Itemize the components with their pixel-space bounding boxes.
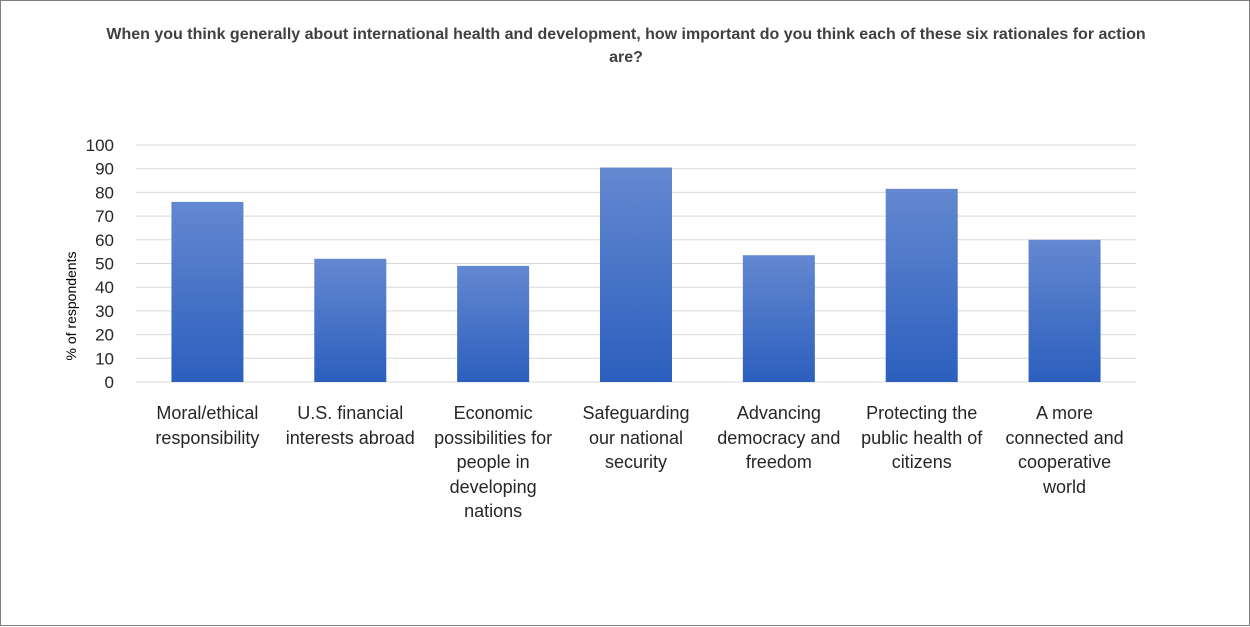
- y-tick-label: 50: [95, 255, 114, 274]
- y-tick-label: 60: [95, 231, 114, 250]
- x-category-label: Advancing democracy and freedom: [717, 403, 841, 472]
- y-axis-ticks: 0 10 20 30 40 50 60 70 80 90 100: [86, 136, 114, 392]
- bar: [885, 188, 958, 382]
- bar: [600, 167, 672, 382]
- y-tick-label: 90: [95, 160, 114, 179]
- y-axis-label: % of respondents: [63, 252, 79, 361]
- bars: [171, 167, 1101, 382]
- x-category-label: Economic possibilities for people in dev…: [434, 403, 553, 521]
- y-tick-label: 70: [95, 207, 114, 226]
- y-tick-label: 0: [105, 373, 114, 392]
- y-tick-label: 80: [95, 183, 114, 202]
- y-tick-label: 100: [86, 136, 114, 155]
- x-category-label: Protecting the public health of citizens: [861, 403, 983, 472]
- chart-title: When you think generally about internati…: [106, 26, 1146, 66]
- y-tick-label: 40: [95, 278, 114, 297]
- y-tick-label: 30: [95, 302, 114, 321]
- bar: [314, 258, 387, 382]
- x-category-label: A more connected and cooperative world: [1005, 403, 1124, 497]
- y-tick-label: 20: [95, 326, 114, 345]
- x-category-label: Moral/ethical responsibility: [155, 403, 260, 448]
- bar: [742, 255, 815, 382]
- x-category-label: U.S. financial interests abroad: [285, 403, 415, 448]
- bar: [457, 265, 530, 382]
- x-category-label: Safeguarding our national security: [582, 403, 690, 472]
- bar: [1028, 239, 1101, 382]
- y-tick-label: 10: [95, 349, 114, 368]
- bar: [171, 201, 244, 382]
